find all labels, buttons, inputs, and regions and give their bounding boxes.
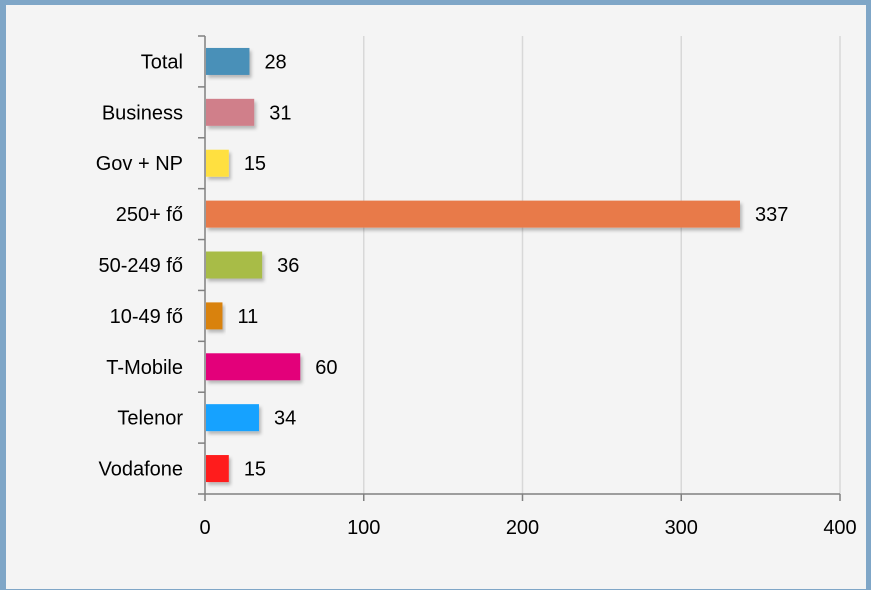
value-label: 36	[277, 255, 299, 277]
bar-telenor	[206, 404, 259, 432]
bar-business	[206, 98, 255, 126]
x-tick-label: 100	[347, 517, 380, 539]
value-label: 15	[244, 153, 266, 175]
axes	[198, 35, 841, 501]
gridlines	[363, 36, 841, 494]
value-label: 31	[269, 102, 291, 124]
value-label: 28	[264, 51, 286, 73]
bar-10-49-f	[206, 302, 223, 330]
bar-t-mobile	[206, 353, 301, 381]
bar-50-249-f	[206, 251, 263, 279]
value-label: 337	[755, 204, 788, 226]
category-label: T-Mobile	[106, 357, 183, 379]
category-label: Total	[141, 51, 183, 73]
x-tick-label: 200	[506, 517, 539, 539]
bar-250-f	[206, 200, 740, 228]
category-label: Gov + NP	[96, 153, 183, 175]
value-label: 34	[274, 408, 296, 430]
category-label: Business	[102, 102, 183, 124]
labels: 0 100 200 300 400 Total 28 Business 31 Gov + NP 15…	[96, 51, 857, 539]
bar-vodafone	[206, 455, 229, 483]
x-tick-label: 300	[665, 517, 698, 539]
category-label: 50-249 fő	[98, 255, 183, 277]
category-label: Telenor	[117, 408, 183, 430]
value-label: 11	[237, 306, 258, 328]
bars	[206, 47, 740, 483]
bar-gov-np	[206, 149, 229, 177]
category-label: Vodafone	[98, 459, 183, 481]
x-tick-label: 0	[199, 517, 210, 539]
value-label: 60	[315, 357, 337, 379]
category-label: 10-49 fő	[110, 306, 183, 328]
category-label: 250+ fő	[116, 204, 183, 226]
bar-total	[206, 47, 250, 75]
value-label: 15	[244, 459, 266, 481]
x-tick-label: 400	[823, 517, 856, 539]
